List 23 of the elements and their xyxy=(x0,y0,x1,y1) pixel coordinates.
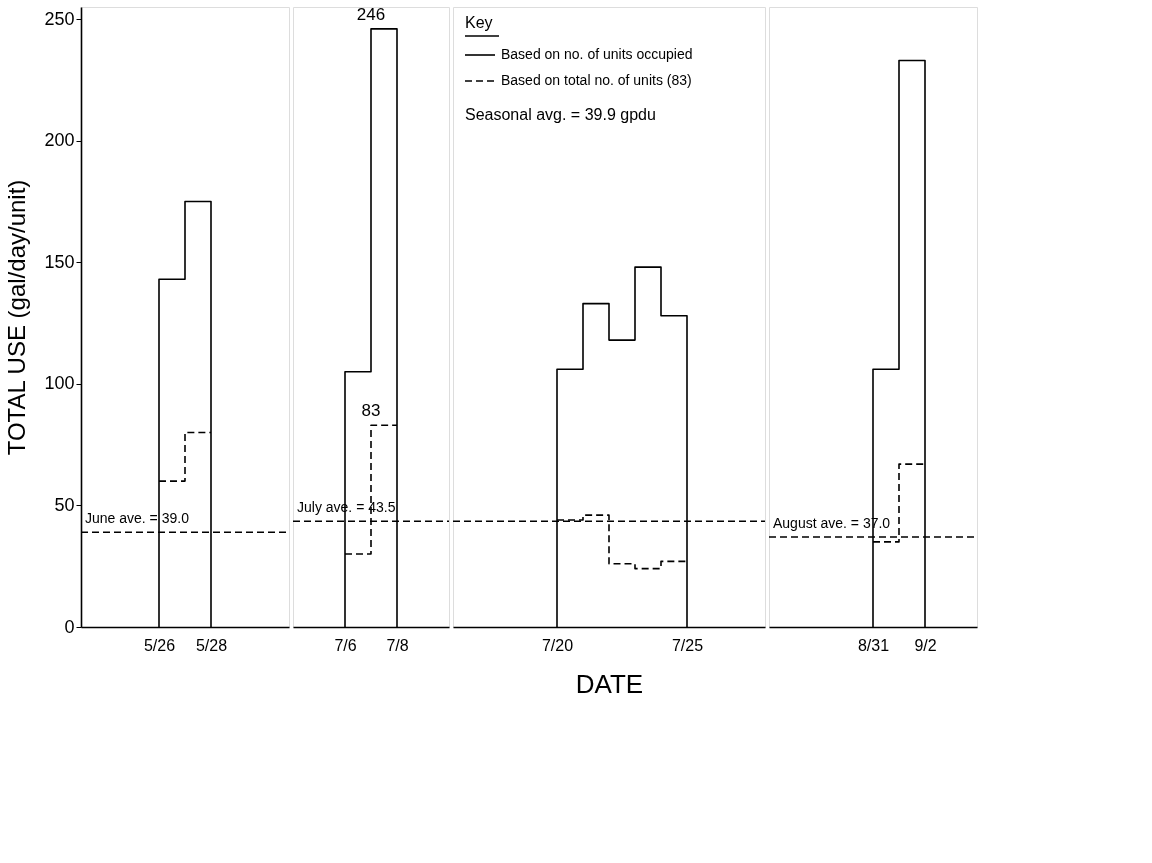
annotation: 83 xyxy=(361,401,381,421)
legend-title: Key xyxy=(465,14,493,31)
x-tick-label: 7/6 xyxy=(334,636,357,654)
y-tick-label: 150 xyxy=(44,251,75,272)
y-axis-title: TOTAL USE (gal/day/unit) xyxy=(3,179,31,456)
y-tick-label: 50 xyxy=(54,494,75,515)
x-tick-label: 9/2 xyxy=(914,636,937,654)
ref-line-label: June ave. = 39.0 xyxy=(85,510,190,527)
x-tick-label: 7/8 xyxy=(386,636,409,654)
x-axis-title: DATE xyxy=(575,668,644,699)
annotation: Seasonal avg. = 39.9 gpdu xyxy=(465,106,656,123)
y-tick-label: 0 xyxy=(64,616,75,637)
x-tick-label: 7/25 xyxy=(671,636,704,654)
y-tick-label: 250 xyxy=(44,8,75,29)
annotation: 246 xyxy=(356,4,386,24)
x-tick-label: 7/20 xyxy=(541,636,574,654)
y-tick-label: 100 xyxy=(44,373,75,394)
legend-label: Based on no. of units occupied xyxy=(501,46,693,62)
x-tick-label: 5/26 xyxy=(143,636,176,654)
legend-label: Based on total no. of units (83) xyxy=(501,72,692,88)
y-tick-label: 200 xyxy=(44,130,75,151)
x-tick-label: 5/28 xyxy=(195,636,228,654)
x-tick-label: 8/31 xyxy=(857,636,890,654)
